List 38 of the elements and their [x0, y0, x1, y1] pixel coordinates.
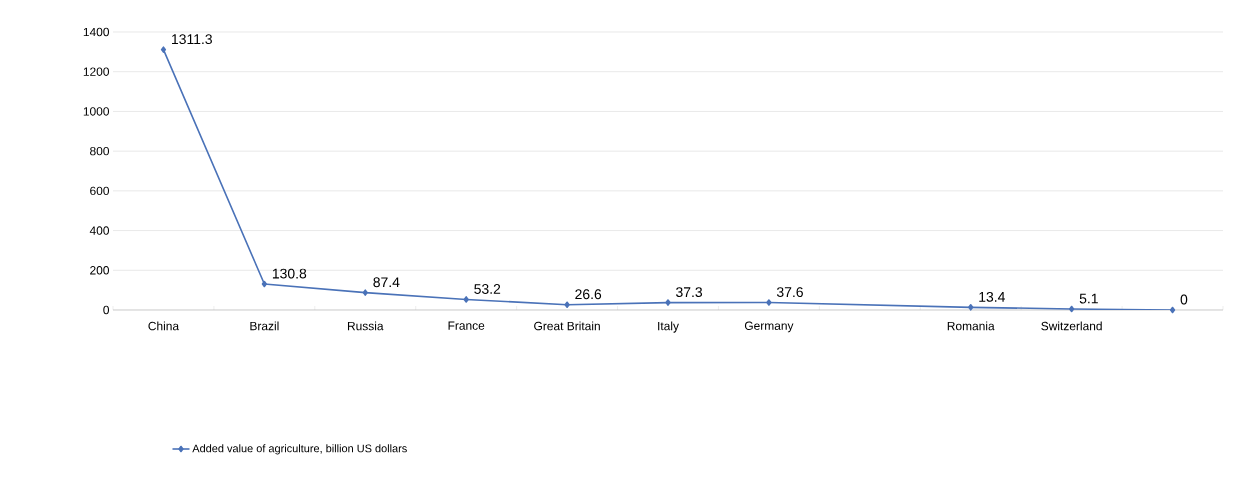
y-tick-label: 1400 — [83, 27, 110, 37]
x-tick-label: Brazil — [250, 321, 279, 331]
y-tick-label: 200 — [90, 266, 110, 275]
point — [160, 46, 167, 53]
y-tick-label: 800 — [90, 146, 110, 156]
point — [968, 304, 974, 311]
x-tick-label: Germany — [744, 321, 794, 333]
point — [261, 280, 268, 288]
legend-label: Added value of agriculture, billion US dollars — [192, 444, 407, 455]
data-label: 5.1 — [1079, 293, 1098, 304]
x-tick-label: China — [148, 321, 180, 331]
data-label: 1311.3 — [172, 34, 212, 45]
y-tick-label: 1200 — [83, 67, 110, 76]
x-tick-label: Great Britain — [534, 321, 600, 331]
point — [564, 301, 570, 309]
point — [463, 296, 469, 303]
data-label: 37.3 — [676, 287, 703, 298]
data-label: 13.4 — [979, 291, 1005, 302]
point — [665, 299, 671, 306]
x-tick-label: Italy — [658, 321, 679, 333]
y-tick-label: 1000 — [83, 107, 110, 116]
data-label: 130.8 — [272, 268, 307, 279]
data-label: 37.6 — [776, 287, 803, 298]
point — [1068, 305, 1075, 313]
data-label: 26.6 — [575, 289, 602, 300]
y-tick-label: 400 — [89, 226, 110, 235]
point — [1169, 306, 1176, 314]
point — [362, 289, 368, 296]
x-tick-label: Russia — [347, 321, 384, 331]
x-tick-label: Romania — [947, 321, 995, 331]
point — [766, 299, 772, 306]
data-label: 0 — [1180, 294, 1188, 305]
y-tick-label: 600 — [90, 186, 110, 196]
data-label: 53.2 — [474, 284, 501, 294]
y-tick-label: 0 — [103, 305, 110, 315]
x-tick-label: France — [448, 321, 485, 330]
data-label: 87.4 — [373, 277, 400, 288]
x-tick-label: Switzerland — [1041, 321, 1102, 331]
